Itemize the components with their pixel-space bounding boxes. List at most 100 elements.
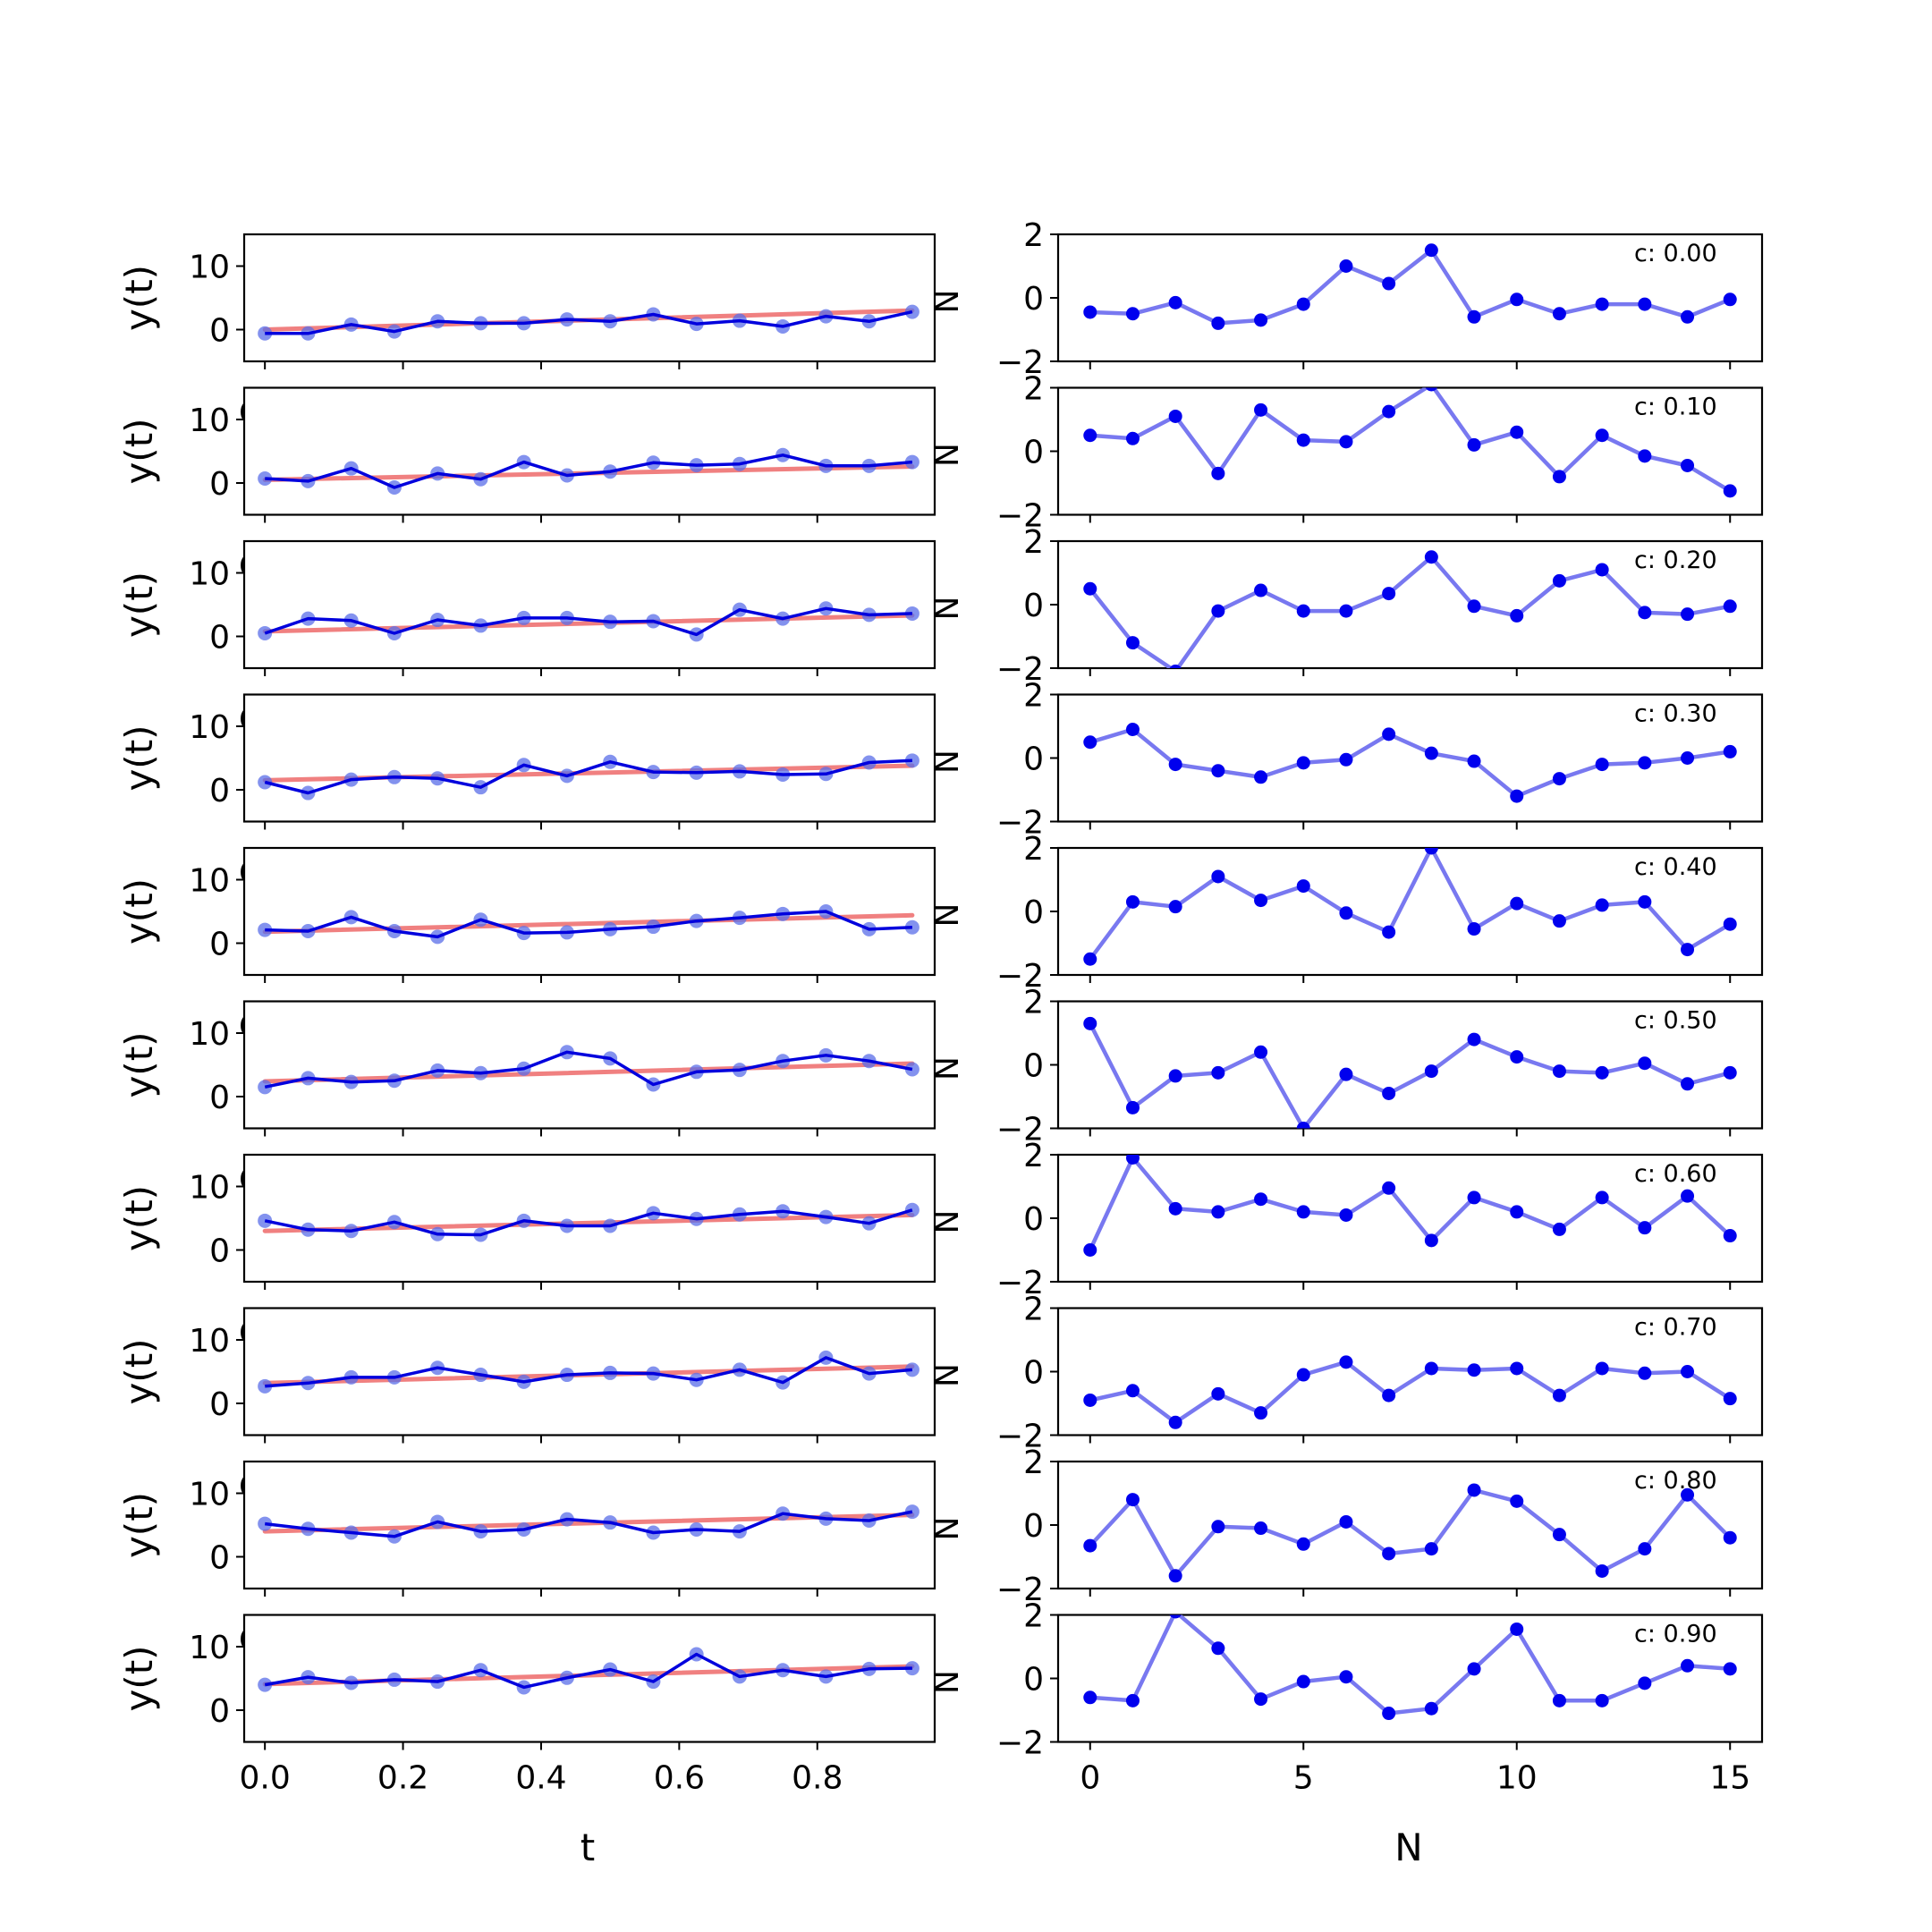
data-point — [1681, 1658, 1695, 1673]
left-panel-frame — [242, 693, 936, 823]
data-point — [1296, 1674, 1310, 1689]
right-panel-7: 2 0 −2 c: 0.70 — [996, 1292, 1764, 1455]
data-point — [1125, 894, 1140, 909]
data-point — [1467, 1483, 1481, 1497]
series-line — [264, 758, 912, 795]
left-ytick-label: 0 — [209, 773, 230, 809]
data-point — [1638, 1056, 1652, 1071]
data-point — [258, 1516, 273, 1531]
right-ytick-label: −2 — [996, 344, 1044, 381]
data-point — [1168, 758, 1182, 772]
right-y-axis-label: N — [929, 1517, 966, 1541]
right-ytick-label: 2 — [1023, 1445, 1044, 1481]
data-point — [1083, 1690, 1097, 1705]
data-point — [1467, 437, 1481, 452]
series-line — [1088, 848, 1732, 961]
right-panel-plot-area — [1083, 1016, 1737, 1129]
data-point — [1254, 1521, 1268, 1536]
data-point — [1723, 1392, 1737, 1406]
left-xtick-label: 0.0 — [240, 1760, 291, 1797]
data-point — [1382, 1546, 1396, 1561]
series-line — [264, 1652, 912, 1690]
right-ytick-label: 2 — [1023, 217, 1044, 254]
right-ytick-label: 2 — [1023, 1292, 1044, 1328]
data-point — [1595, 563, 1609, 577]
right-panel-plot-area — [1083, 243, 1737, 330]
right-ytick-label: 2 — [1023, 1138, 1044, 1174]
right-ytick-label: 2 — [1023, 371, 1044, 408]
data-point — [1723, 1065, 1737, 1080]
left-panel-2: C010y(t)N — [117, 539, 966, 676]
data-point — [1552, 914, 1566, 928]
left-ytick-label: 10 — [189, 1477, 230, 1513]
data-point — [1168, 1201, 1182, 1216]
data-point — [1467, 1662, 1481, 1676]
data-point — [258, 1080, 273, 1095]
right-ytick-label: −2 — [996, 958, 1044, 995]
data-point — [1552, 1388, 1566, 1402]
left-y-axis-label: y(t) — [117, 1185, 161, 1251]
data-point — [1595, 297, 1609, 311]
data-point — [1638, 1676, 1652, 1690]
data-point — [258, 922, 273, 937]
data-point — [1595, 758, 1609, 772]
panel-annotation: c: 0.50 — [1634, 1007, 1717, 1035]
right-ytick-label: −2 — [996, 1265, 1044, 1301]
data-point — [1638, 756, 1652, 770]
data-point — [1168, 409, 1182, 423]
data-point — [1723, 484, 1737, 498]
left-panel-frame — [242, 539, 936, 670]
data-point — [258, 625, 273, 640]
right-y-axis-label: N — [929, 443, 966, 467]
panel-annotation: c: 0.60 — [1634, 1160, 1717, 1188]
data-point — [1083, 1393, 1097, 1407]
data-point — [1296, 1205, 1310, 1219]
data-point — [1424, 1064, 1438, 1079]
series-line — [1089, 1360, 1732, 1425]
right-ytick-label: 0 — [1023, 1662, 1044, 1699]
left-panel-5: C010y(t)N — [117, 1000, 966, 1137]
right-y-axis-label: N — [929, 750, 966, 774]
data-point — [1552, 1064, 1566, 1079]
data-point — [1211, 316, 1225, 330]
right-ytick-label: −2 — [996, 1725, 1044, 1762]
data-point — [1083, 735, 1097, 750]
data-point — [1168, 295, 1182, 309]
left-y-axis-label: y(t) — [117, 724, 161, 791]
left-panel-9: C0100.00.20.40.60.8y(t)N — [117, 1614, 966, 1797]
data-point — [1211, 869, 1225, 884]
right-xtick-label: 15 — [1709, 1760, 1750, 1797]
data-point — [1083, 305, 1097, 319]
data-point — [1723, 1229, 1737, 1243]
data-point — [1083, 952, 1097, 966]
series-line — [1088, 1156, 1732, 1251]
panel-annotation: c: 0.70 — [1634, 1314, 1717, 1342]
data-point — [904, 454, 919, 470]
data-point — [1211, 604, 1225, 618]
left-ytick-label: 10 — [189, 250, 230, 286]
data-point — [1382, 404, 1396, 419]
data-point — [1254, 583, 1268, 597]
data-point — [1681, 1487, 1695, 1502]
data-point — [1211, 764, 1225, 778]
data-point — [1595, 1191, 1609, 1205]
data-point — [1681, 1077, 1695, 1091]
data-point — [1125, 1100, 1140, 1114]
right-ytick-label: −2 — [996, 1572, 1044, 1608]
data-point — [1638, 297, 1652, 311]
left-panel-frame — [242, 386, 936, 516]
data-point — [1083, 1243, 1097, 1257]
data-point — [1382, 1181, 1396, 1195]
right-x-axis-label: N — [1394, 1826, 1422, 1869]
data-point — [1681, 607, 1695, 622]
right-panel-plot-area — [1083, 387, 1737, 498]
data-point — [1510, 1050, 1524, 1064]
left-ytick-label: 0 — [209, 466, 230, 503]
left-panel-0: 0 10 y(t) N — [117, 233, 966, 369]
data-point — [1595, 1361, 1609, 1376]
series-line — [1089, 1487, 1732, 1579]
left-y-axis-label: y(t) — [117, 878, 161, 945]
right-ytick-label: 2 — [1023, 1598, 1044, 1635]
data-point — [1552, 307, 1566, 321]
data-point — [1595, 428, 1609, 443]
